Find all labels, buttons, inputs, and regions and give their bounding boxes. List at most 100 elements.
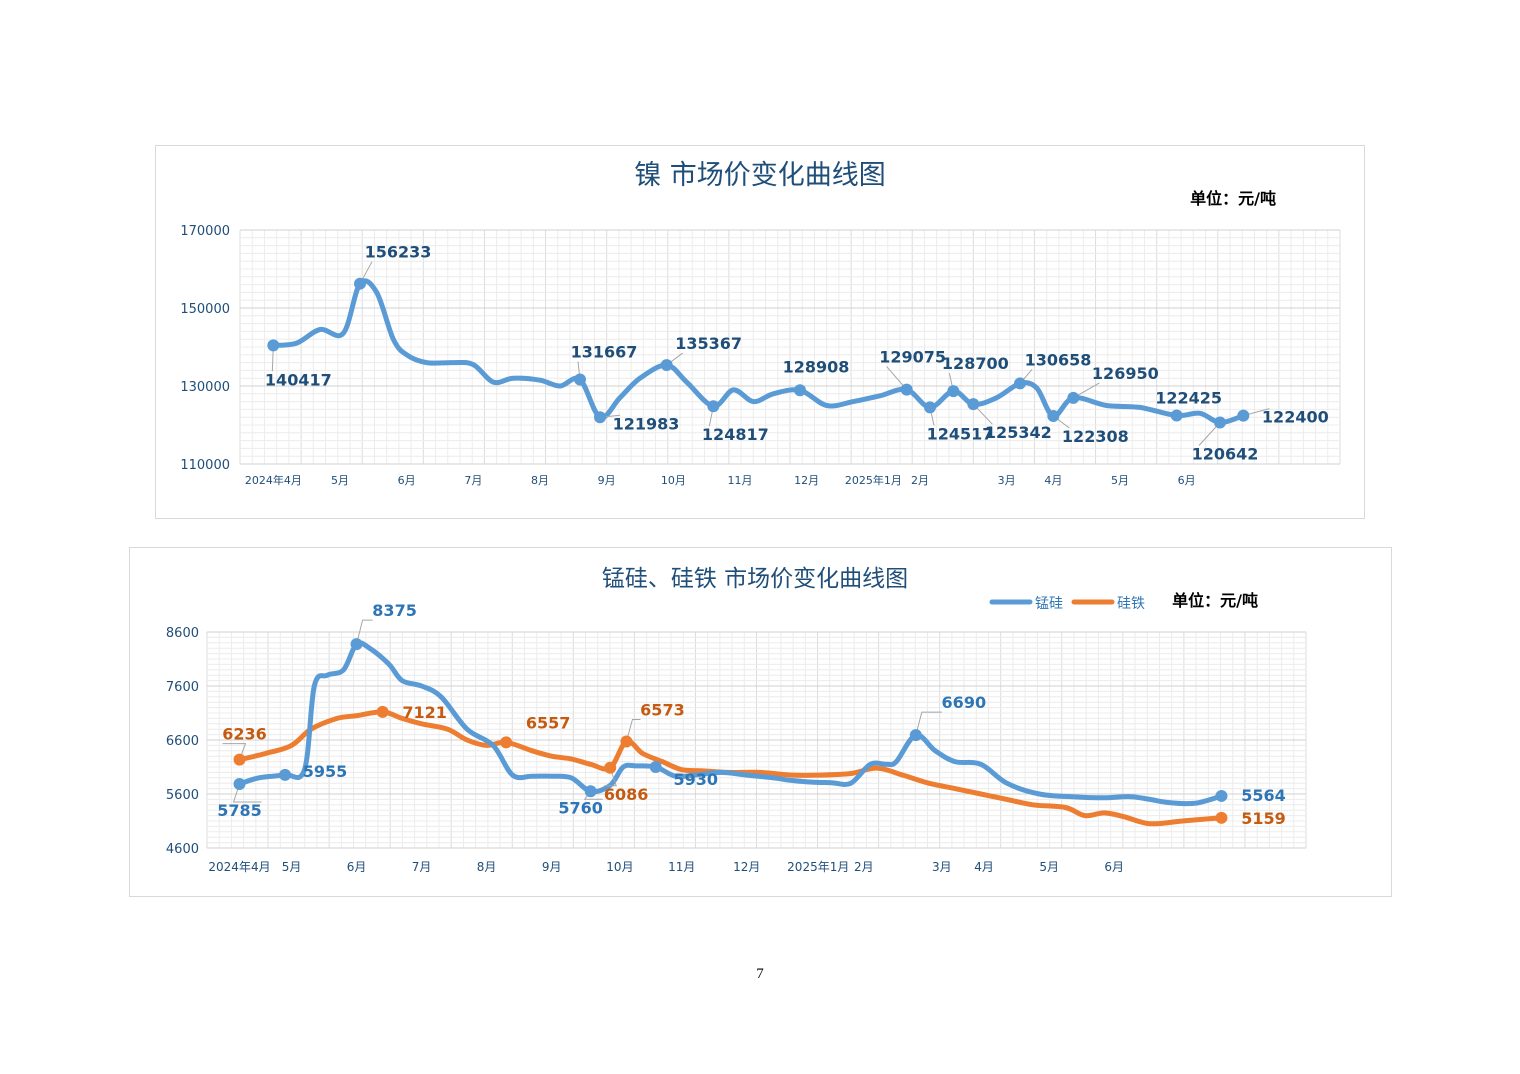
- data-label: 6690: [942, 693, 987, 712]
- data-point: [649, 761, 662, 773]
- x-tick-label: 5月: [282, 860, 302, 874]
- data-label: 5930: [673, 770, 718, 789]
- x-tick-label: 5月: [331, 474, 349, 487]
- legend-label-mn: 锰硅: [1035, 596, 1063, 612]
- x-tick-label: 2024年4月: [208, 860, 270, 874]
- y-tick-label: 7600: [166, 680, 199, 695]
- data-point: [376, 705, 389, 718]
- unit-label: 单位：元/吨: [1172, 591, 1258, 610]
- x-tick-label: 6月: [347, 860, 367, 874]
- x-tick-label: 2025年1月: [845, 473, 902, 487]
- chart-title: 镍 市场价变化曲线图: [634, 160, 886, 191]
- data-label: 5955: [303, 762, 348, 781]
- data-point: [707, 400, 720, 413]
- x-tick-label: 4月: [1044, 474, 1062, 487]
- data-label: 5785: [217, 801, 262, 820]
- data-point: [350, 638, 363, 651]
- data-label: 131667: [571, 342, 638, 361]
- data-label: 124517: [927, 424, 994, 443]
- data-labels: 140417 156233 131667 121983 135367 124817 1289…: [265, 243, 1329, 464]
- x-tick-label: 7月: [412, 860, 432, 874]
- leader-line: [232, 783, 262, 803]
- x-tick-label: 8月: [477, 860, 497, 874]
- data-label: 6573: [640, 700, 685, 719]
- unit-label: 单位：元/吨: [1190, 189, 1276, 208]
- data-label: 140417: [265, 370, 332, 389]
- y-tick-label: 4600: [166, 842, 199, 857]
- data-label: 120642: [1192, 444, 1259, 463]
- x-tick-label: 9月: [598, 474, 616, 487]
- y-tick-label: 8600: [166, 626, 199, 641]
- data-label: 126950: [1092, 364, 1159, 383]
- data-label: 6557: [526, 713, 571, 732]
- data-point: [967, 398, 980, 411]
- y-tick-label: 5600: [166, 788, 199, 803]
- data-label: 122308: [1062, 427, 1129, 446]
- data-label: 121983: [613, 414, 680, 433]
- x-tick-label: 2025年1月: [787, 860, 849, 874]
- data-point: [924, 401, 936, 414]
- y-tick-label: 170000: [180, 224, 230, 239]
- x-tick-label: 10月: [606, 860, 633, 874]
- legend-label-fe: 硅铁: [1117, 596, 1145, 612]
- leader-line: [356, 619, 373, 645]
- data-label: 128908: [783, 357, 850, 376]
- leader-line: [604, 767, 617, 787]
- series-line-mn: [237, 640, 1224, 807]
- data-point: [594, 411, 606, 424]
- data-point: [233, 778, 246, 791]
- x-tick-label: 10月: [661, 474, 686, 487]
- nickel-chart-panel: 镍 市场价变化曲线图单位：元/吨 110000 130000 150000 170000…: [155, 145, 1365, 519]
- x-tick-label: 5月: [1039, 860, 1059, 874]
- data-point: [900, 383, 913, 396]
- x-tick-label: 5月: [1111, 474, 1129, 487]
- leader-line: [915, 711, 942, 736]
- data-point: [574, 373, 586, 386]
- series-line-fe: [237, 709, 1224, 827]
- data-label: 135367: [675, 334, 742, 353]
- data-point: [1215, 789, 1228, 802]
- x-tick-label: 12月: [733, 860, 760, 874]
- x-tick-label: 11月: [668, 860, 695, 874]
- data-point: [500, 736, 513, 749]
- x-tick-label: 6月: [1178, 474, 1196, 487]
- data-point: [1215, 811, 1228, 824]
- data-point: [1067, 391, 1080, 404]
- data-point: [354, 277, 366, 290]
- data-point: [584, 785, 597, 798]
- data-label: 6236: [222, 725, 267, 744]
- data-point: [604, 761, 617, 774]
- y-tick-label: 150000: [180, 302, 230, 317]
- data-label: 125342: [985, 423, 1052, 442]
- data-label: 122425: [1155, 389, 1222, 408]
- data-point: [1014, 377, 1026, 390]
- y-tick-label: 130000: [180, 380, 230, 395]
- legend: 锰硅 硅铁: [989, 596, 1145, 612]
- page-number: 7: [756, 966, 764, 982]
- x-tick-label: 11月: [728, 474, 753, 487]
- data-label: 156233: [365, 243, 432, 262]
- data-point: [1170, 409, 1183, 422]
- data-point: [267, 339, 280, 352]
- mn-si-fe-chart-panel: 锰硅、硅铁 市场价变化曲线图 锰硅 硅铁 单位：元/吨 4600 5600 6600 7600…: [129, 547, 1392, 897]
- data-label: 128700: [942, 354, 1009, 373]
- y-tick-label: 110000: [180, 458, 230, 473]
- data-label: 6086: [604, 785, 649, 804]
- x-tick-label: 3月: [998, 474, 1016, 487]
- data-point: [1237, 409, 1250, 422]
- chart-title: 锰硅、硅铁 市场价变化曲线图: [602, 566, 908, 592]
- x-tick-label: 4月: [974, 860, 994, 874]
- data-label: 130658: [1025, 350, 1092, 369]
- data-point: [620, 735, 633, 748]
- data-label: 122400: [1262, 408, 1329, 427]
- data-label: 129075: [879, 348, 946, 367]
- x-tick-label: 9月: [542, 860, 562, 874]
- data-label: 124817: [702, 425, 769, 444]
- data-label: 5564: [1241, 786, 1286, 805]
- data-label: 5159: [1241, 809, 1286, 828]
- x-tick-label: 6月: [1104, 860, 1124, 874]
- data-point: [1047, 409, 1060, 422]
- data-point: [279, 768, 292, 781]
